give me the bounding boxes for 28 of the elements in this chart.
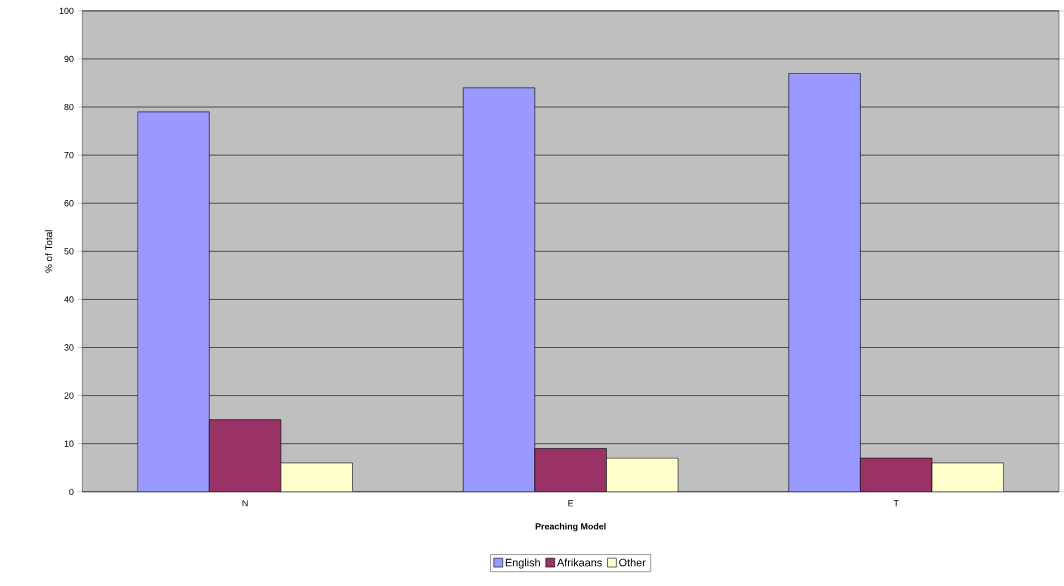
y-tick-label: 30 [64,344,74,351]
x-tick-label: N [242,500,248,507]
x-tick-label: T [893,500,899,507]
y-tick-label: 10 [64,440,74,448]
legend-label: Other [619,558,646,567]
y-tick-label: 80 [64,104,74,111]
bar [860,458,933,492]
bar [208,419,282,492]
y-tick-label: 20 [64,392,74,399]
y-tick-label: 70 [64,152,74,159]
y-tick-label: 100 [59,7,74,15]
y-tick-label: 40 [64,296,74,303]
bar [280,462,353,492]
x-axis-title: Preaching Model [535,523,606,532]
bar [788,73,861,492]
bar [931,462,1004,492]
y-tick-label: 50 [64,248,74,255]
y-tick-label: 90 [64,56,74,63]
bar [462,87,536,492]
y-axis-title: % of Total [45,230,53,273]
bar [606,458,679,492]
y-tick-label: 60 [64,200,74,207]
legend-label: English [505,558,540,569]
x-tick-label: E [568,500,574,507]
y-tick-label: 0 [69,488,74,496]
legend-label: Afrikaans [556,558,602,567]
bar [534,448,607,492]
bar [137,111,210,492]
